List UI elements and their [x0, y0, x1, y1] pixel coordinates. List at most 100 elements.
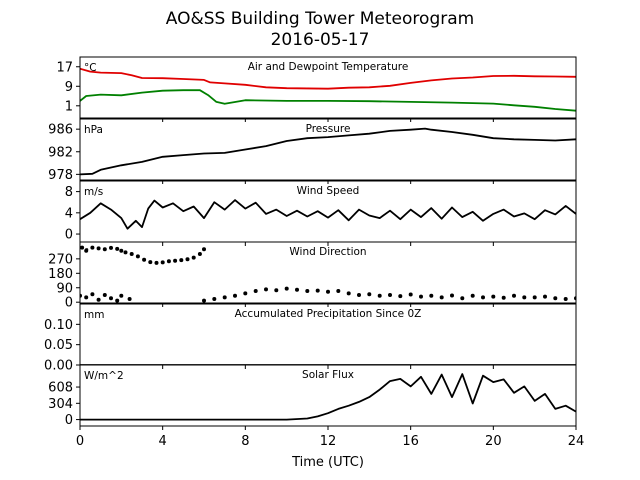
panel-wind_dir-point [123, 250, 128, 255]
x-tick-label: 8 [241, 434, 249, 449]
panel-wind_dir-point [127, 297, 132, 301]
panel-wind_dir-point [553, 296, 558, 301]
panel-solar-series-line [80, 373, 576, 421]
figure-title: AO&SS Building Tower Meteorogram [166, 9, 474, 29]
panel-wind_dir-point [491, 294, 496, 299]
panel-wind_dir-point [512, 293, 516, 298]
panel-wind_dir-point [295, 287, 299, 292]
panel-wind_speed-ytick-label: 8 [65, 185, 73, 200]
panel-wind_dir-point [357, 293, 361, 297]
panel-solar-ytick-label: 608 [48, 381, 73, 396]
panel-pressure-ytick-label: 978 [48, 168, 73, 183]
panel-solar-unit: W/m^2 [84, 370, 124, 382]
panel-wind_dir-ytick-label: 180 [48, 267, 73, 282]
panel-wind_speed-title: Wind Speed [297, 185, 360, 197]
panel-wind_dir-point [388, 293, 392, 297]
panel-wind_dir-point [102, 293, 107, 297]
panel-pressure: 978 982 986 hPa Pressure [48, 118, 577, 184]
panel-wind_dir-point [264, 287, 268, 292]
panel-pressure-data [80, 127, 576, 176]
panel-wind_dir-point [522, 295, 527, 300]
panel-wind_dir-point [173, 258, 178, 263]
panel-wind_dir-title: Wind Direction [289, 246, 366, 258]
panel-wind_dir-point [212, 297, 217, 301]
panel-temp-unit: °C [84, 62, 97, 74]
panel-wind_dir-point [284, 286, 289, 291]
panel-wind_dir-point [129, 252, 134, 256]
panel-wind_dir-point [109, 296, 113, 301]
panel-wind_dir-point [185, 257, 190, 262]
x-tick-label: 24 [568, 434, 585, 449]
panel-temp-data [80, 67, 576, 112]
x-tick-label: 4 [159, 434, 167, 449]
panel-precip-unit: mm [84, 309, 104, 321]
panel-wind_dir-point [222, 295, 227, 300]
panel-wind_dir-point [202, 247, 206, 252]
x-axis-label: Time (UTC) [291, 455, 364, 470]
panel-wind_dir-point [367, 292, 372, 297]
panel-wind_dir-point [115, 246, 120, 251]
panel-temp: 1 9 17 °C Air and Dewpoint Temperature [56, 56, 577, 122]
x-tick-label: 12 [320, 434, 337, 449]
panel-wind_dir-point [532, 295, 537, 300]
panel-wind_dir-point [274, 288, 279, 293]
panel-wind_dir-point [460, 296, 465, 301]
panel-wind_dir-point [398, 294, 403, 299]
panel-precip: 0.00 0.05 0.10 mm Accumulated Precipitation … [44, 303, 577, 374]
panel-pressure-unit: hPa [84, 124, 103, 136]
panel-wind_speed: 0 4 8 m/s Wind Speed [65, 180, 577, 246]
x-axis: 0 4 8 12 16 20 24 [76, 434, 584, 449]
panel-wind_dir-point [154, 260, 159, 265]
panel-wind_dir-point [115, 298, 120, 303]
panel-wind_dir-point [408, 292, 413, 297]
panel-wind_dir-point [96, 297, 101, 302]
panel-wind_dir-point [197, 252, 202, 256]
panel-wind_speed-unit: m/s [84, 186, 103, 198]
panel-temp-series-line [80, 67, 576, 90]
panel-wind_dir-point [253, 289, 258, 293]
panel-wind_dir-point [148, 260, 153, 265]
panel-wind_speed-series-line [80, 199, 576, 230]
panels-group: 1 9 17 °C Air and Dewpoint Temperature 978 982… [44, 56, 577, 430]
panel-wind_dir-point [563, 297, 568, 301]
panel-wind_dir-point [450, 293, 454, 298]
panel-wind_dir-point [84, 248, 89, 253]
panel-wind_dir-point [346, 291, 351, 296]
panel-wind_dir-point [109, 245, 113, 250]
panel-wind_dir-point [102, 247, 107, 252]
panel-wind_dir-point [202, 298, 206, 303]
panel-precip-title: Accumulated Precipitation Since 0Z [235, 308, 422, 320]
panel-wind_dir-point [179, 258, 184, 263]
panel-wind_dir-data [80, 245, 576, 303]
panel-wind_dir-point [336, 289, 341, 293]
panel-wind_dir-point [90, 292, 95, 297]
panel-wind_dir-ytick-label: 0 [65, 296, 73, 311]
panel-precip-ytick-label: 0.05 [44, 338, 73, 353]
panel-wind_dir-point [233, 293, 237, 298]
panel-wind_dir-point [243, 291, 248, 296]
panel-solar-title: Solar Flux [302, 369, 354, 381]
panel-wind_dir-point [543, 294, 547, 299]
panel-solar-ytick-label: 0 [65, 413, 73, 428]
panel-wind_dir-point [119, 293, 124, 298]
panel-wind_dir-point [142, 257, 147, 262]
panel-pressure-series-line [80, 127, 576, 176]
panel-wind_dir-point [96, 246, 101, 251]
panel-wind_dir-point [90, 245, 95, 250]
panel-wind_dir-point [470, 293, 475, 298]
panel-temp-series-line [80, 89, 576, 112]
panel-precip-ytick-label: 0.00 [44, 359, 73, 374]
panel-wind_dir-point [135, 254, 140, 259]
panel-wind_speed-ytick-label: 0 [65, 228, 73, 243]
panel-wind_dir-point [481, 295, 485, 300]
panel-wind_dir-point [160, 260, 165, 265]
panel-wind_speed-data [80, 199, 576, 230]
panel-solar-data [80, 373, 576, 421]
panel-wind_dir-point [501, 295, 506, 300]
panel-wind_dir-ytick-label: 90 [56, 281, 73, 296]
x-tick-label: 0 [76, 434, 84, 449]
panel-wind_dir-point [119, 248, 124, 253]
panel-wind_dir-point [166, 259, 171, 264]
